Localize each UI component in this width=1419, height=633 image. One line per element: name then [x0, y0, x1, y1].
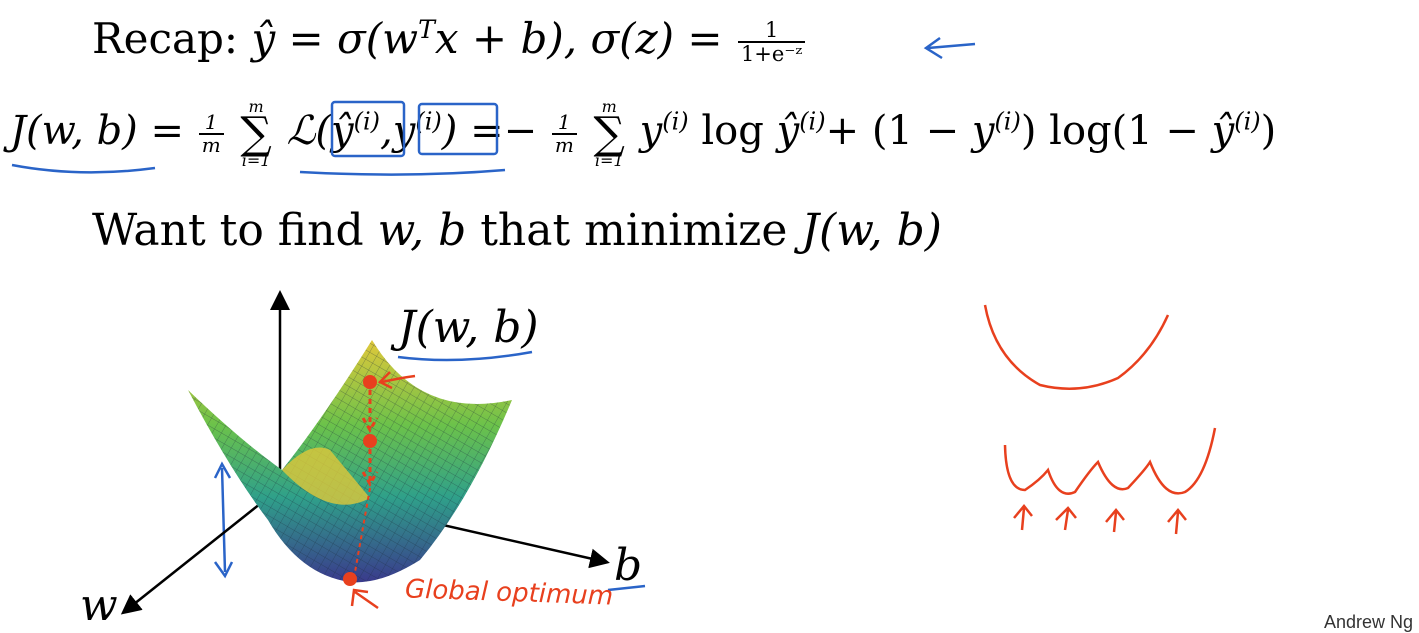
- recap-line: Recap: ŷ = σ(wTx + b), σ(z) = 1 1+e⁻ᶻ: [92, 14, 807, 65]
- descent-path: [343, 371, 416, 610]
- mid-point: [363, 434, 377, 448]
- cost-lhs-underline: [11, 163, 156, 174]
- loss-underline: [299, 168, 506, 176]
- summation-2: m ∑ i=1: [593, 97, 625, 170]
- objective-func: J(w, b): [801, 205, 942, 256]
- objective-line: Want to find w, b that minimize J(w, b): [92, 205, 942, 256]
- optimum-point: [343, 572, 357, 586]
- minimum-arrow-2: [1055, 506, 1077, 531]
- b-axis-label: b: [614, 540, 643, 591]
- objective-text-a: Want to find: [92, 205, 364, 256]
- j-label-underline: [397, 350, 533, 362]
- minimum-arrow-3: [1105, 508, 1125, 533]
- boxed-yhat: ŷ(i): [330, 107, 380, 155]
- one-over-m-fraction-2: 1 m: [551, 112, 577, 156]
- objective-vars: w, b: [377, 205, 467, 256]
- y-box: [417, 102, 499, 156]
- yhat-box: [330, 100, 406, 158]
- cross-entropy-expansion: y(i) log ŷ(i)+ (1 − y(i)) log(1 − ŷ(i)): [639, 107, 1277, 155]
- cost-lhs: J(w, b): [10, 108, 138, 155]
- sigma-fraction: 1 1+e⁻ᶻ: [737, 19, 806, 65]
- nonconvex-sketch: [1003, 427, 1217, 495]
- yhat-equation: ŷ = σ(wTx + b),: [251, 14, 578, 63]
- w-axis: [120, 487, 281, 615]
- equals-sign: =: [150, 108, 185, 155]
- ink-annotations-blue: [11, 36, 976, 592]
- minimum-arrow-1: [1013, 504, 1033, 531]
- start-pointer: [377, 371, 416, 390]
- local-minima-arrows: [1013, 504, 1187, 535]
- recap-arrow: [923, 36, 976, 60]
- summation: m ∑ i=1: [240, 97, 272, 170]
- start-point: [363, 375, 377, 389]
- w-axis-label: w: [80, 580, 118, 631]
- author-credit: Andrew Ng: [1323, 612, 1413, 632]
- equals-minus: =−: [470, 108, 538, 155]
- objective-text-b: that minimize: [480, 205, 788, 256]
- height-arrow: [213, 461, 234, 579]
- cost-function-line: J(w, b) = 1 m m ∑ i=1 ℒ(ŷ(i),y(i)) =− 1 …: [10, 97, 1277, 170]
- j-axis-label: J(w, b): [398, 302, 539, 353]
- optimum-pointer: [350, 588, 379, 610]
- b-label-underline: [607, 584, 646, 592]
- convex-sketch: [983, 304, 1170, 390]
- minimum-arrow-4: [1167, 508, 1187, 535]
- sigma-equation: σ(z) =: [590, 14, 723, 63]
- one-over-m-fraction: 1 m: [198, 112, 224, 156]
- recap-label: Recap:: [92, 14, 239, 63]
- cost-surface: [188, 340, 512, 583]
